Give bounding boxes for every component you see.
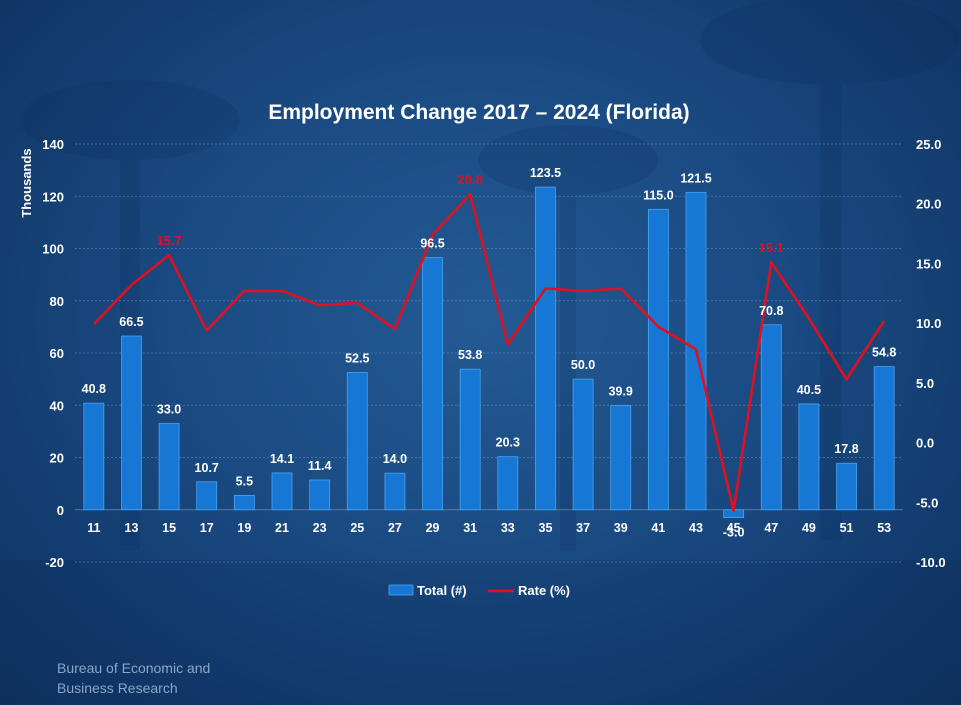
y-tick-label: 120 — [42, 189, 64, 204]
x-tick-label: 23 — [313, 521, 327, 535]
legend-total-label: Total (#) — [417, 583, 467, 598]
y-tick-label: 80 — [50, 294, 64, 309]
bar-value-label: 40.8 — [82, 382, 106, 396]
x-tick-label: 41 — [651, 521, 665, 535]
bar — [196, 481, 218, 511]
y2-tick-label: 20.0 — [916, 197, 941, 212]
legend-bar-swatch — [388, 584, 414, 596]
y-tick-label: 140 — [42, 137, 64, 152]
bar — [459, 368, 481, 511]
y2-tick-label: 10.0 — [916, 316, 941, 331]
x-tick-label: 43 — [689, 521, 703, 535]
bar — [873, 366, 895, 511]
bar-value-label: 39.9 — [609, 385, 633, 399]
rate-value-label: 20.8 — [458, 172, 483, 187]
bar — [271, 472, 293, 511]
bar — [233, 494, 255, 511]
bar-value-label: 70.8 — [759, 304, 783, 318]
x-tick-label: 45 — [727, 521, 741, 535]
bar-value-label: 20.3 — [496, 436, 520, 450]
footer-line-2: Business Research — [57, 680, 178, 696]
bar — [610, 405, 632, 511]
y2-tick-label: 5.0 — [916, 376, 934, 391]
x-tick-label: 31 — [463, 521, 477, 535]
bar — [497, 456, 519, 511]
bar-value-label: 66.5 — [119, 315, 143, 329]
bar-value-label: 52.5 — [345, 352, 369, 366]
rate-value-label: 15.1 — [759, 240, 784, 255]
y2-tick-label: -10.0 — [916, 555, 946, 570]
rate-value-label: 15.7 — [156, 233, 181, 248]
x-tick-label: 51 — [840, 521, 854, 535]
bar-value-label: 14.1 — [270, 452, 294, 466]
x-tick-label: 21 — [275, 521, 289, 535]
x-tick-label: 35 — [539, 521, 553, 535]
bar — [836, 462, 857, 511]
rate-line — [92, 192, 886, 512]
bar-value-label: 54.8 — [872, 346, 896, 360]
y2-tick-label: 25.0 — [916, 137, 941, 152]
footer-line-1: Bureau of Economic and — [57, 660, 211, 676]
bar-value-label: 10.7 — [195, 461, 219, 475]
legend-rate-label: Rate (%) — [518, 583, 570, 598]
footer-credit: Bureau of Economic and Business Research — [57, 658, 257, 698]
bar-value-label: 40.5 — [797, 383, 821, 397]
y-tick-label: 20 — [50, 451, 64, 466]
bar — [384, 472, 406, 511]
x-tick-label: 19 — [237, 521, 251, 535]
bar — [422, 257, 443, 511]
x-tick-label: 49 — [802, 521, 816, 535]
y2-tick-label: 15.0 — [916, 256, 941, 271]
x-tick-label: 11 — [87, 521, 100, 535]
x-tick-label: 25 — [350, 521, 364, 535]
bar-value-label: 14.0 — [383, 452, 407, 466]
bar-value-label: 17.8 — [834, 442, 858, 456]
bar — [346, 372, 368, 511]
x-tick-label: 53 — [877, 521, 891, 535]
bar-value-label: 115.0 — [643, 188, 674, 202]
bar-value-label: -3.0 — [723, 526, 745, 540]
x-tick-label: 27 — [388, 521, 402, 535]
bar — [83, 402, 105, 511]
bar — [798, 403, 820, 511]
y-tick-label: 100 — [42, 242, 64, 257]
x-tick-label: 47 — [764, 521, 778, 535]
x-tick-label: 37 — [576, 521, 590, 535]
bar-value-label: 33.0 — [157, 403, 181, 417]
x-tick-label: 39 — [614, 521, 628, 535]
x-tick-label: 13 — [125, 521, 139, 535]
bar-value-label: 50.0 — [571, 358, 595, 372]
y2-tick-label: -5.0 — [916, 495, 938, 510]
y-tick-label: 0 — [57, 503, 64, 518]
bar-value-label: 123.5 — [530, 166, 561, 180]
bar — [760, 324, 782, 511]
bar-value-label: 5.5 — [236, 474, 253, 488]
bar-value-label: 11.4 — [308, 459, 332, 473]
y-tick-label: 40 — [50, 398, 64, 413]
y2-tick-label: 0.0 — [916, 436, 934, 451]
x-tick-label: 17 — [200, 521, 214, 535]
y-axis-label: Thousands — [19, 148, 34, 217]
bar-value-label: 121.5 — [680, 171, 711, 185]
bar-value-label: 53.8 — [458, 348, 482, 362]
y-tick-label: 60 — [50, 346, 64, 361]
bar — [158, 423, 180, 511]
bar-value-label: 96.5 — [420, 237, 444, 251]
bar — [535, 186, 556, 511]
bar — [647, 208, 669, 511]
legend: Total (#) Rate (%) — [388, 583, 570, 598]
chart-title: Employment Change 2017 – 2024 (Florida) — [268, 101, 689, 124]
x-tick-label: 29 — [426, 521, 440, 535]
y-tick-label: -20 — [45, 555, 64, 570]
x-tick-label: 15 — [162, 521, 176, 535]
bar — [309, 479, 331, 511]
bar — [572, 378, 594, 511]
bar — [121, 335, 142, 511]
x-tick-label: 33 — [501, 521, 515, 535]
